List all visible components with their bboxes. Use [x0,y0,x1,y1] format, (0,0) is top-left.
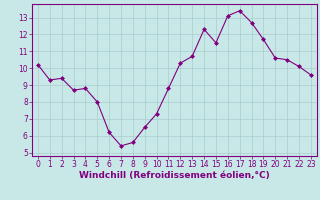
X-axis label: Windchill (Refroidissement éolien,°C): Windchill (Refroidissement éolien,°C) [79,171,270,180]
